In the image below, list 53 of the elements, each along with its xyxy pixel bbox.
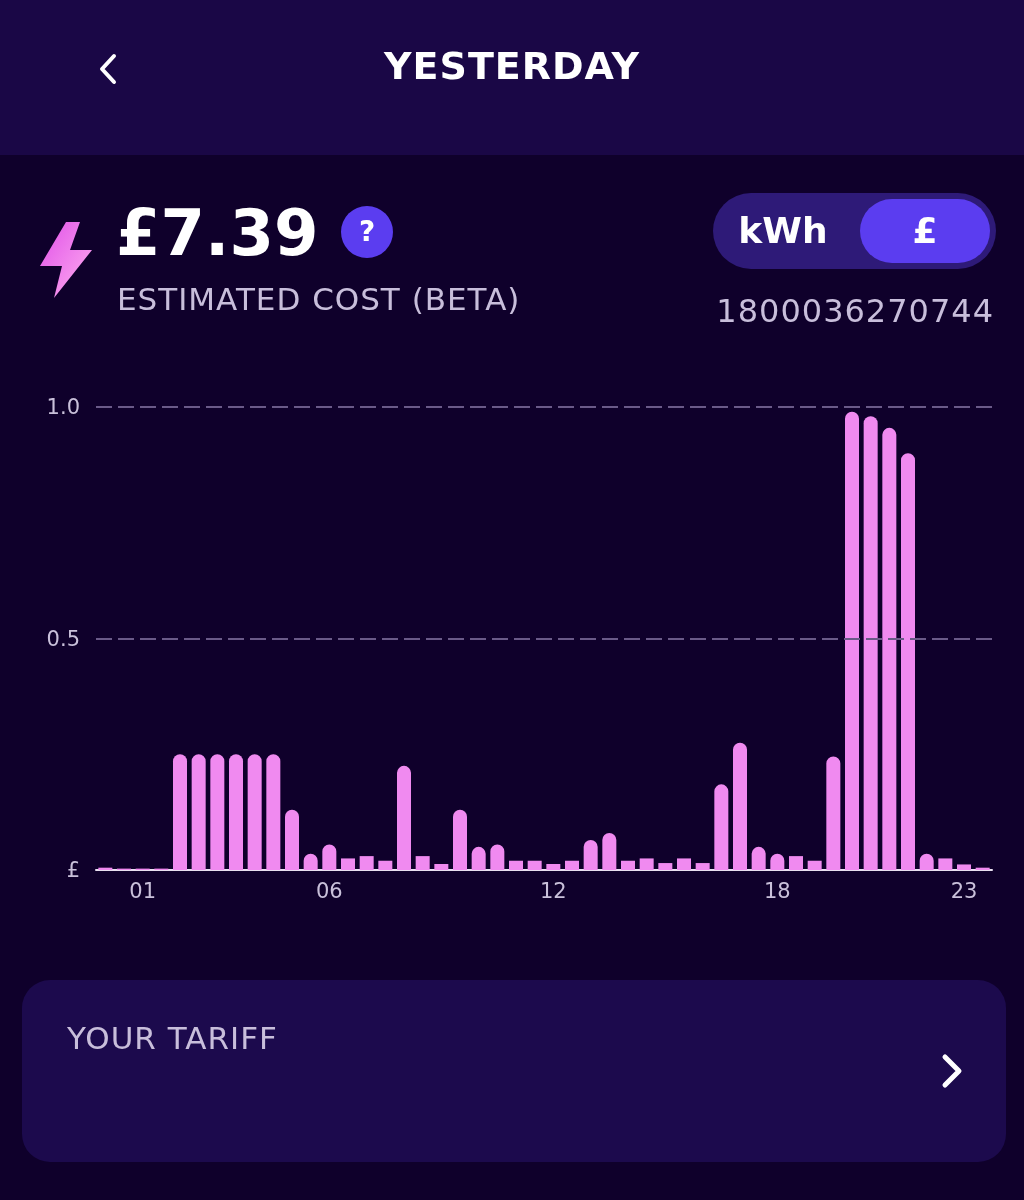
bar <box>434 863 449 870</box>
bar <box>957 864 971 870</box>
bar <box>378 860 393 870</box>
bar <box>229 754 243 870</box>
bar <box>621 860 635 870</box>
bar <box>322 844 337 870</box>
bar <box>210 754 225 870</box>
bar <box>565 860 579 870</box>
bar <box>677 858 691 870</box>
text: kWh <box>737 209 829 253</box>
x-tick-label: 23 <box>950 878 978 903</box>
bar <box>359 856 374 870</box>
x-tick-label: 12 <box>539 878 567 903</box>
bar <box>733 742 747 870</box>
bar <box>527 860 542 870</box>
bar <box>546 863 561 870</box>
bar <box>938 858 953 870</box>
bar <box>191 754 206 870</box>
text: ESTIMATED COST (BETA) <box>117 281 521 317</box>
bar <box>807 860 822 870</box>
chart-title: YESTERDAY <box>383 44 641 88</box>
bar <box>341 858 355 870</box>
bar <box>509 860 523 870</box>
bar <box>602 832 617 870</box>
x-tick-label: 06 <box>315 878 343 903</box>
bar <box>173 754 187 870</box>
bar <box>285 809 299 870</box>
x-tick-label: 18 <box>763 878 791 903</box>
bar <box>583 839 598 870</box>
bar <box>863 416 878 870</box>
bar <box>639 858 654 870</box>
text: YOUR TARIFF <box>67 1020 278 1056</box>
bar <box>397 765 411 870</box>
text: 1800036270744 <box>716 292 994 330</box>
x-tick-label: 01 <box>129 878 157 903</box>
bar <box>266 754 281 870</box>
bar <box>901 453 915 870</box>
bar <box>247 754 262 870</box>
bar <box>453 809 467 870</box>
text: £7.39 <box>116 196 319 270</box>
bar <box>882 427 897 870</box>
bar <box>658 863 673 870</box>
bar <box>714 784 729 870</box>
y-tick-label: 0.5 <box>46 626 80 651</box>
bar <box>490 844 505 870</box>
bar <box>789 856 803 870</box>
bar <box>826 756 841 870</box>
bar <box>415 856 430 870</box>
y-tick-label: 1.0 <box>46 395 80 419</box>
y-tick-label: £ <box>66 858 80 882</box>
bar <box>845 411 859 870</box>
text: £ <box>860 199 990 263</box>
bar <box>695 863 710 870</box>
